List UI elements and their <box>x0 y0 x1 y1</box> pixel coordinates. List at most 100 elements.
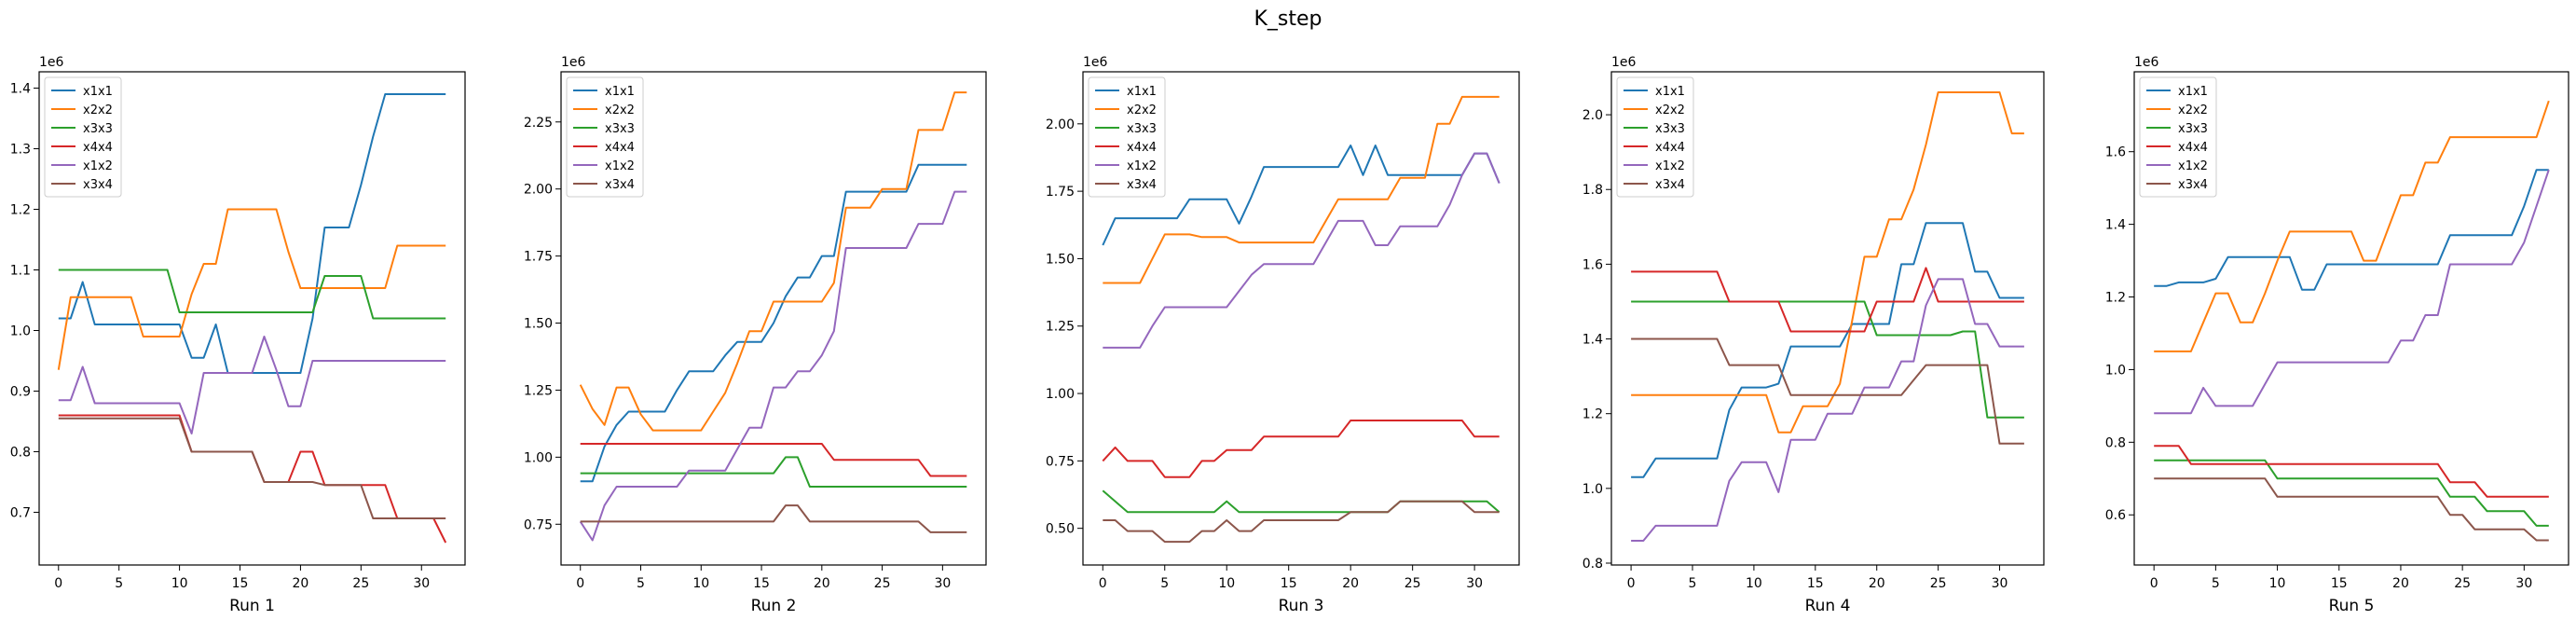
y-tick-label: 1.8 <box>1583 183 1603 198</box>
subplot-3: 0 5 10 15 20 25 30 0.50 0.75 1.00 1.25 1.50 1.75 2.00… <box>1046 55 1520 615</box>
legend-label-x1x1: x1x1 <box>605 85 635 99</box>
legend-label-x3x3: x3x3 <box>1127 122 1157 136</box>
legend-box <box>566 76 644 198</box>
legend-label-x3x4: x3x4 <box>2178 178 2208 192</box>
series-line-x1x2 <box>1103 152 1500 349</box>
x-axis-label: Run 4 <box>1805 597 1851 615</box>
x-tick-label: 0 <box>54 576 62 591</box>
x-tick-label: 20 <box>1869 576 1885 591</box>
series-line-x3x3 <box>580 456 967 488</box>
series-line-x3x4 <box>58 417 446 519</box>
x-tick-label: 5 <box>1160 576 1169 591</box>
y-tick-label: 2.0 <box>1583 108 1603 123</box>
y-tick-label: 1.0 <box>1583 482 1603 497</box>
subplot-5: 0 5 10 15 20 25 30 0.6 0.8 1.0 1.2 1.4 1.6 1e6 Run 5 x1… <box>2105 55 2569 615</box>
series-line-x1x1 <box>1102 145 1500 246</box>
x-tick-label: 20 <box>2392 576 2409 591</box>
subplots: 0 5 10 15 20 25 30 0.7 0.8 0.9 1.0 1.1 1.2 1.3 1.4 1e6 R… <box>10 55 2569 615</box>
series-line-x1x1 <box>1631 222 2024 478</box>
legend-label-x1x2: x1x2 <box>2178 159 2208 173</box>
x-tick-label: 20 <box>1342 576 1359 591</box>
y-tick-label: 1.25 <box>524 383 553 398</box>
x-tick-label: 15 <box>232 576 249 591</box>
x-tick-label: 0 <box>576 576 584 591</box>
y-tick-label: 1.4 <box>2105 218 2126 233</box>
y-tick-label: 1.3 <box>10 143 31 158</box>
legend-label-x3x4: x3x4 <box>1127 178 1157 192</box>
legend-label-x3x3: x3x3 <box>83 122 113 136</box>
x-tick-label: 10 <box>692 576 709 591</box>
legend-label-x2x2: x2x2 <box>1127 103 1157 117</box>
y-tick-label: 2.25 <box>524 116 553 131</box>
y-tick-label: 0.75 <box>524 517 553 532</box>
y-tick-label: 1.50 <box>524 317 553 332</box>
legend-label-x2x2: x2x2 <box>1655 103 1685 117</box>
y-tick-label: 1.2 <box>10 203 31 218</box>
y-tick-label: 0.9 <box>10 384 31 399</box>
legend: x1x1 x2x2 x3x3 x4x4 x1x2 x3x4 <box>1088 76 1166 198</box>
x-tick-label: 20 <box>814 576 830 591</box>
series-line-x3x3 <box>2154 459 2549 527</box>
axes-frame <box>2133 71 2569 566</box>
x-tick-label: 20 <box>293 576 309 591</box>
x-tick-label: 5 <box>2212 576 2220 591</box>
x-tick-label: 10 <box>1218 576 1235 591</box>
y-offset-label: 1e6 <box>561 55 586 70</box>
y-tick-label: 1.4 <box>1583 333 1603 348</box>
series-line-x2x2 <box>579 91 967 432</box>
y-tick-label: 1.75 <box>1046 185 1075 200</box>
axes-frame <box>560 71 987 566</box>
legend-label-x2x2: x2x2 <box>83 103 113 117</box>
x-tick-label: 15 <box>2331 576 2348 591</box>
x-tick-label: 30 <box>1992 576 2008 591</box>
x-tick-label: 0 <box>1627 576 1636 591</box>
series-line-x3x4 <box>2154 477 2549 542</box>
y-tick-label: 0.8 <box>10 445 31 460</box>
legend-label-x1x1: x1x1 <box>2178 85 2208 99</box>
series-line-x2x2 <box>1631 91 2024 434</box>
y-tick-label: 0.50 <box>1046 522 1075 537</box>
x-tick-label: 10 <box>1746 576 1762 591</box>
legend-label-x1x2: x1x2 <box>1127 159 1157 173</box>
x-tick-label: 30 <box>1466 576 1483 591</box>
y-offset-label: 1e6 <box>1611 55 1637 70</box>
x-tick-label: 25 <box>352 576 369 591</box>
legend-label-x4x4: x4x4 <box>1127 141 1157 155</box>
x-tick-label: 0 <box>1099 576 1107 591</box>
legend-label-x4x4: x4x4 <box>83 141 113 155</box>
legend-label-x3x3: x3x3 <box>2178 122 2208 136</box>
series-line-x2x2 <box>1103 95 1500 284</box>
series-line-x4x4 <box>1631 267 2024 333</box>
series-line-x3x3 <box>1631 300 2024 419</box>
legend-label-x3x4: x3x4 <box>605 178 635 192</box>
axes-frame <box>38 71 466 566</box>
y-tick-label: 2.00 <box>1046 117 1075 132</box>
x-axis-label: Run 5 <box>2329 597 2375 615</box>
y-offset-label: 1e6 <box>39 55 64 70</box>
series-line-x1x1 <box>580 163 967 483</box>
x-tick-label: 30 <box>2515 576 2532 591</box>
y-tick-label: 0.7 <box>10 505 31 520</box>
series-line-x3x4 <box>580 504 967 533</box>
legend: x1x1 x2x2 x3x3 x4x4 x1x2 x3x4 <box>566 76 644 198</box>
y-tick-label: 0.75 <box>1046 454 1075 469</box>
y-tick-label: 1.2 <box>2105 291 2126 306</box>
series-line-x2x2 <box>57 208 446 370</box>
legend: x1x1 x2x2 x3x3 x4x4 x1x2 x3x4 <box>2139 76 2217 198</box>
y-tick-label: 1.0 <box>2105 363 2126 378</box>
y-tick-label: 0.8 <box>1583 557 1603 572</box>
series-line-x1x2 <box>1631 278 2024 542</box>
y-offset-label: 1e6 <box>2134 55 2159 70</box>
legend-label-x2x2: x2x2 <box>2178 103 2208 117</box>
legend-label-x4x4: x4x4 <box>2178 141 2208 155</box>
series-line-x4x4 <box>2154 445 2549 498</box>
x-tick-label: 25 <box>1930 576 1947 591</box>
y-tick-label: 0.6 <box>2105 508 2126 523</box>
legend-label-x1x2: x1x2 <box>83 159 113 173</box>
y-offset-label: 1e6 <box>1083 55 1108 70</box>
y-tick-label: 1.0 <box>10 324 31 338</box>
series-line-x3x3 <box>58 269 446 320</box>
x-tick-label: 5 <box>1689 576 1697 591</box>
legend-box <box>44 76 122 198</box>
